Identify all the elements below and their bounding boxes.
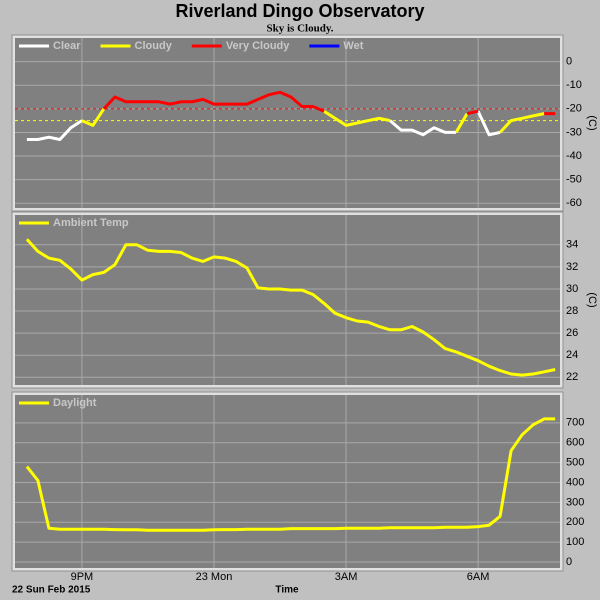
x-tick-label: 6AM xyxy=(467,571,490,583)
y-tick-label: 30 xyxy=(566,283,578,295)
y-tick-label: 28 xyxy=(566,305,578,317)
y-tick-label: 22 xyxy=(566,371,578,383)
data-line xyxy=(81,107,545,134)
y-tick-label: 34 xyxy=(566,239,578,251)
y-axis-label: (C) xyxy=(586,292,598,307)
y-axis-label: (C) xyxy=(586,115,598,130)
y-tick-label: -50 xyxy=(566,174,582,186)
y-tick-label: 0 xyxy=(566,556,572,568)
plot-area xyxy=(15,395,560,568)
y-tick-label: 300 xyxy=(566,496,584,508)
x-axis-label: Time xyxy=(275,585,299,596)
legend-label: Wet xyxy=(343,40,363,52)
y-tick-label: -30 xyxy=(566,126,582,138)
y-tick-label: 0 xyxy=(566,56,572,68)
legend-label: Very Cloudy xyxy=(226,40,290,52)
y-tick-label: 32 xyxy=(566,261,578,273)
y-tick-label: 600 xyxy=(566,437,584,449)
legend-label: Daylight xyxy=(53,397,97,409)
x-tick-label: 9PM xyxy=(71,571,94,583)
y-tick-label: 24 xyxy=(566,349,578,361)
y-tick-label: 200 xyxy=(566,516,584,528)
data-line xyxy=(102,90,556,116)
x-tick-label: 3AM xyxy=(335,571,358,583)
legend-label: Cloudy xyxy=(135,40,173,52)
chart-subtitle: Sky is Cloudy. xyxy=(267,23,334,35)
y-tick-label: -40 xyxy=(566,150,582,162)
y-tick-label: 500 xyxy=(566,457,584,469)
date-label: 22 Sun Feb 2015 xyxy=(12,585,91,596)
y-tick-label: 26 xyxy=(566,327,578,339)
legend-label: Ambient Temp xyxy=(53,217,129,229)
chart-title: Riverland Dingo Observatory xyxy=(175,1,424,21)
y-tick-label: -10 xyxy=(566,79,582,91)
data-line xyxy=(25,417,556,532)
y-tick-label: -60 xyxy=(566,197,582,209)
y-tick-label: 100 xyxy=(566,536,584,548)
y-tick-label: 700 xyxy=(566,417,584,429)
legend-label: Clear xyxy=(53,40,81,52)
data-line xyxy=(25,238,556,377)
y-tick-label: 400 xyxy=(566,476,584,488)
data-line xyxy=(26,110,501,141)
x-tick-label: 23 Mon xyxy=(196,571,233,583)
y-tick-label: -20 xyxy=(566,103,582,115)
